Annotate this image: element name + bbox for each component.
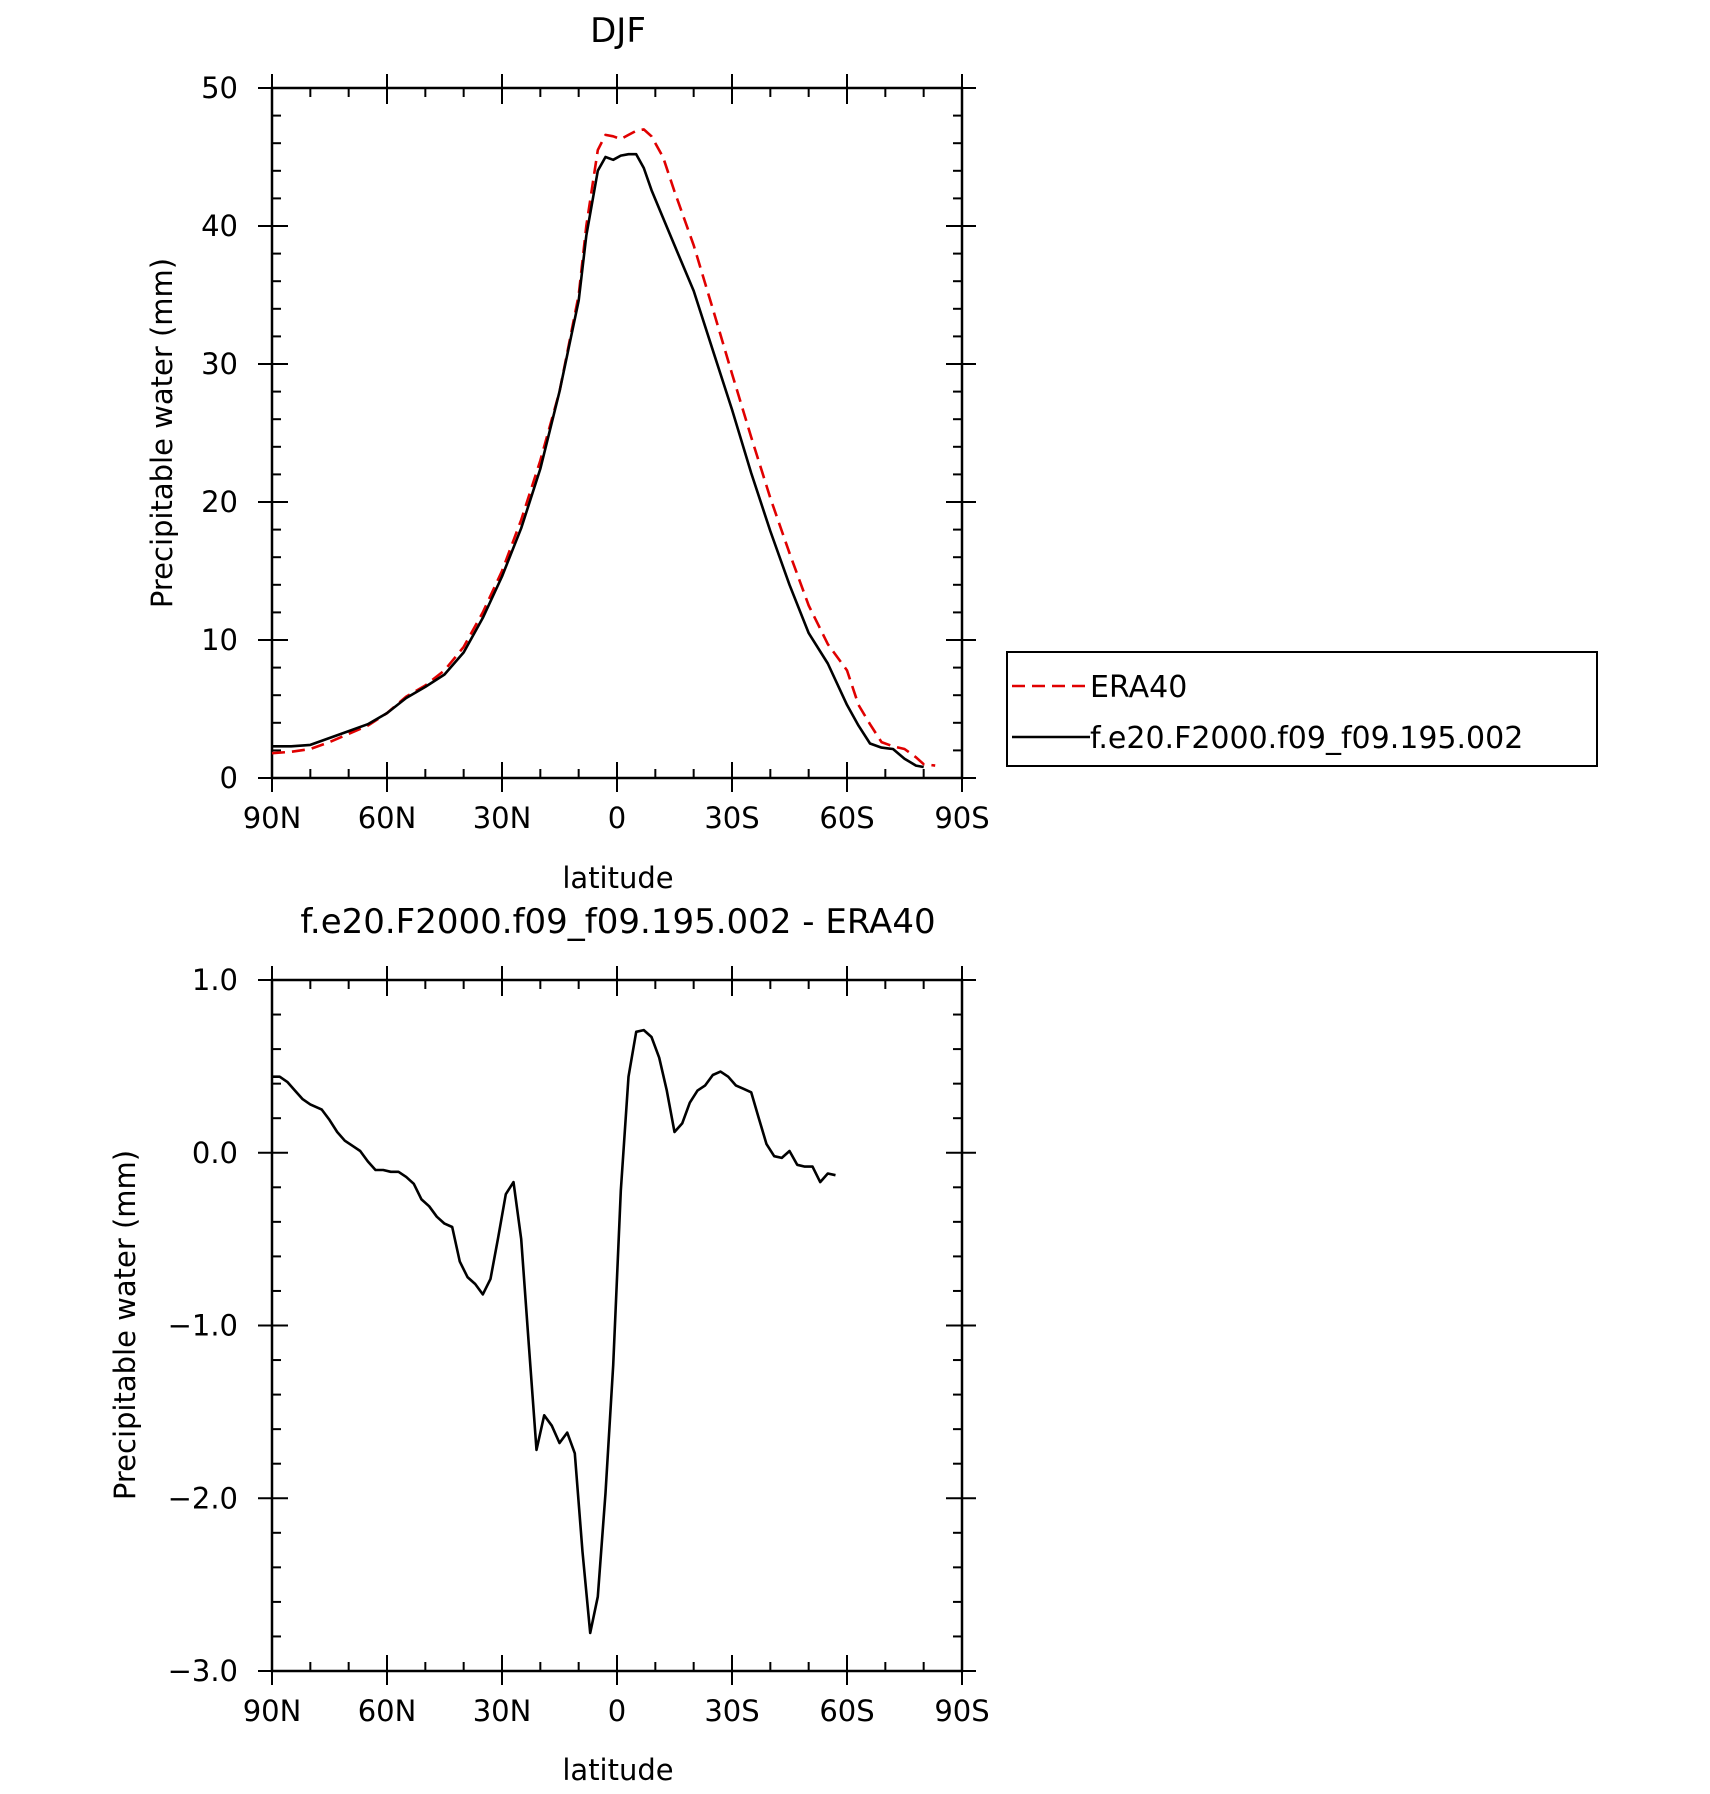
bottom-series — [272, 1028, 836, 1635]
series-line-1-0 — [272, 1028, 836, 1635]
x-tick-label: 60N — [358, 801, 417, 835]
y-tick-label: 0 — [220, 761, 238, 795]
y-tick-label: 10 — [201, 623, 238, 657]
x-tick-label: 90S — [934, 801, 989, 835]
legend: ERA40 f.e20.F2000.f09_f09.195.002 — [1006, 651, 1598, 767]
bottom-chart-title: f.e20.F2000.f09_f09.195.002 - ERA40 — [300, 902, 935, 942]
x-tick-label: 60S — [819, 1694, 874, 1728]
top-y-tick-labels: 0 10 20 30 40 50 — [201, 71, 238, 795]
y-tick-label: 1.0 — [192, 963, 238, 997]
top-y-axis-title: Precipitable water (mm) — [145, 258, 179, 608]
x-tick-label: 0 — [608, 801, 626, 835]
x-tick-label: 60S — [819, 801, 874, 835]
top-ticks — [258, 74, 976, 792]
y-tick-label: 0.0 — [192, 1136, 238, 1170]
bottom-y-tick-labels: 1.0 0.0 −1.0 −2.0 −3.0 — [168, 963, 238, 1688]
x-tick-label: 0 — [608, 1694, 626, 1728]
bottom-x-tick-labels: 90N 60N 30N 0 30S 60S 90S — [243, 1694, 990, 1728]
legend-label-era40: ERA40 — [1090, 670, 1187, 705]
y-tick-label: −2.0 — [168, 1481, 238, 1515]
x-tick-label: 30N — [473, 801, 532, 835]
x-tick-label: 90N — [243, 801, 302, 835]
bottom-y-axis-title: Precipitable water (mm) — [108, 1150, 142, 1500]
bottom-chart: f.e20.F2000.f09_f09.195.002 - ERA40 90N 6… — [108, 902, 990, 1787]
bottom-plot-frame — [270, 978, 964, 1673]
x-tick-label: 60N — [358, 1694, 417, 1728]
y-tick-label: −1.0 — [168, 1309, 238, 1343]
bottom-x-axis-title: latitude — [562, 1753, 673, 1787]
y-tick-label: 40 — [201, 209, 238, 243]
x-tick-label: 90N — [243, 1694, 302, 1728]
series-line-0-1 — [272, 152, 924, 769]
top-chart: DJF 90N 60N 30N 0 30S 60S 90S 0 10 20 30 40 50 lati… — [145, 11, 1598, 895]
top-series — [271, 128, 936, 769]
legend-box — [1006, 651, 1598, 767]
y-tick-label: 30 — [201, 347, 238, 381]
y-tick-label: 20 — [201, 485, 238, 519]
series-line-0-0 — [271, 128, 936, 767]
x-tick-label: 30S — [704, 801, 759, 835]
x-tick-label: 30S — [704, 1694, 759, 1728]
y-tick-label: 50 — [201, 71, 238, 105]
legend-label-model: f.e20.F2000.f09_f09.195.002 — [1090, 721, 1523, 756]
top-x-axis-title: latitude — [562, 861, 673, 895]
bottom-ticks — [258, 966, 976, 1685]
x-tick-label: 30N — [473, 1694, 532, 1728]
top-x-tick-labels: 90N 60N 30N 0 30S 60S 90S — [243, 801, 990, 835]
top-plot-frame — [270, 86, 964, 780]
top-chart-title: DJF — [590, 11, 646, 51]
y-tick-label: −3.0 — [168, 1654, 238, 1688]
x-tick-label: 90S — [934, 1694, 989, 1728]
